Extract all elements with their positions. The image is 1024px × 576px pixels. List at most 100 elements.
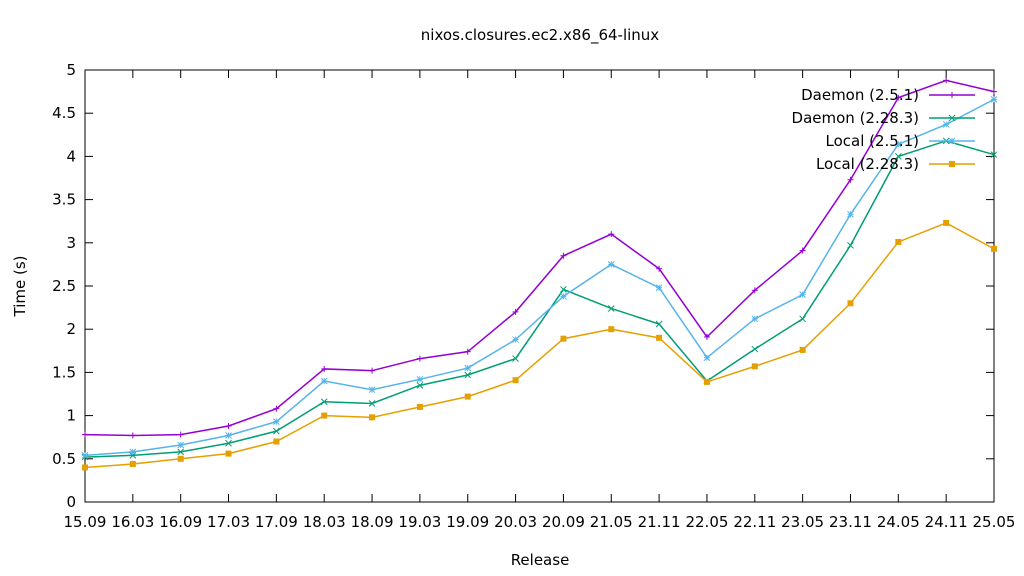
x-tick-label: 15.09 — [64, 513, 107, 531]
data-point — [129, 460, 136, 467]
data-point — [703, 378, 710, 385]
data-point — [799, 346, 806, 353]
data-point — [81, 451, 89, 459]
x-tick-label: 18.03 — [303, 513, 346, 531]
legend-label: Daemon (2.28.3) — [792, 109, 919, 127]
data-point — [416, 375, 424, 383]
chart-title: nixos.closures.ec2.x86_64-linux — [421, 26, 660, 45]
series-daemon-2-5-1 — [82, 77, 997, 439]
data-point — [320, 377, 328, 385]
x-tick-label: 16.03 — [111, 513, 154, 531]
y-tick-label: 3.5 — [52, 191, 76, 209]
data-point — [991, 88, 997, 95]
data-point — [225, 439, 232, 447]
data-point — [225, 422, 232, 429]
legend-entry: Daemon (2.28.3) — [792, 109, 975, 127]
data-point — [799, 247, 806, 254]
legend-label: Daemon (2.5.1) — [801, 86, 919, 104]
data-point — [512, 355, 519, 362]
x-tick-label: 17.03 — [207, 513, 250, 531]
data-point — [416, 403, 423, 410]
data-point — [655, 284, 663, 292]
y-axis: 0 0.5 1 1.5 2 2.5 3 3.5 4 4.5 5 — [52, 61, 994, 511]
data-point — [847, 242, 854, 249]
legend-marker — [948, 114, 956, 122]
data-point — [990, 96, 998, 103]
data-point — [321, 412, 328, 419]
data-point — [942, 121, 950, 128]
x-tick-label: 19.09 — [446, 513, 489, 531]
data-point — [847, 176, 854, 183]
data-point — [369, 414, 376, 421]
y-tick-label: 2.5 — [52, 277, 76, 295]
legend-entry: Local (2.28.3) — [816, 155, 975, 173]
legend-label: Local (2.5.1) — [825, 132, 919, 150]
data-point — [751, 345, 759, 353]
data-point — [560, 286, 567, 293]
series-local-2-5-1 — [81, 96, 998, 459]
data-point — [129, 448, 137, 456]
data-point — [177, 448, 185, 456]
data-point — [607, 305, 615, 312]
data-point — [177, 431, 184, 438]
x-tick-label: 21.11 — [638, 513, 681, 531]
x-tick-label: 19.03 — [398, 513, 441, 531]
series-line — [84, 222, 995, 469]
data-point — [847, 210, 854, 218]
data-point — [703, 333, 710, 340]
data-point — [895, 238, 902, 245]
data-point — [847, 300, 854, 307]
data-point — [512, 308, 519, 315]
y-tick-label: 3 — [66, 234, 76, 252]
legend-marker — [948, 137, 956, 145]
data-point — [894, 153, 902, 160]
x-axis-label: Release — [511, 551, 570, 569]
x-tick-label: 24.11 — [925, 513, 968, 531]
data-point — [320, 398, 328, 406]
y-tick-label: 1.5 — [52, 363, 76, 381]
data-point — [512, 336, 519, 343]
y-tick-label: 0.5 — [52, 450, 76, 468]
data-point — [273, 405, 280, 412]
data-point — [751, 363, 758, 370]
data-point — [464, 393, 471, 400]
y-tick-label: 4.5 — [52, 104, 76, 122]
series-layer — [81, 77, 998, 471]
data-point — [129, 432, 136, 439]
data-point — [894, 140, 902, 148]
data-point — [321, 365, 328, 372]
legend-entry: Local (2.5.1) — [825, 132, 975, 150]
x-tick-label: 16.09 — [159, 513, 202, 531]
data-point — [990, 151, 998, 159]
x-tick-label: 23.05 — [781, 513, 824, 531]
y-tick-label: 5 — [66, 61, 76, 79]
legend-marker — [949, 92, 955, 98]
y-tick-label: 4 — [66, 147, 76, 165]
data-point — [991, 245, 997, 252]
data-point — [368, 386, 376, 394]
data-point — [368, 400, 376, 407]
data-point — [273, 427, 280, 435]
x-axis: 15.09 16.03 16.09 17.03 17.09 18.03 18.09 19.03… — [64, 70, 1015, 531]
x-tick-label: 20.03 — [494, 513, 537, 531]
data-point — [608, 231, 615, 238]
data-point — [273, 418, 280, 426]
data-point — [416, 355, 423, 362]
series-line — [84, 140, 995, 458]
data-point — [464, 371, 472, 379]
x-tick-label: 21.05 — [590, 513, 633, 531]
series-daemon-2-28-3 — [81, 137, 998, 461]
data-point — [895, 94, 902, 101]
data-point — [560, 335, 567, 342]
x-tick-label: 18.09 — [351, 513, 394, 531]
legend-marker — [949, 161, 955, 167]
data-point — [655, 320, 663, 328]
data-point — [464, 348, 471, 355]
data-point — [177, 455, 184, 462]
data-point — [560, 252, 567, 259]
series-local-2-28-3 — [82, 219, 997, 471]
data-point — [943, 77, 950, 84]
data-point — [82, 464, 88, 471]
data-point — [607, 261, 615, 268]
series-line — [84, 98, 995, 457]
